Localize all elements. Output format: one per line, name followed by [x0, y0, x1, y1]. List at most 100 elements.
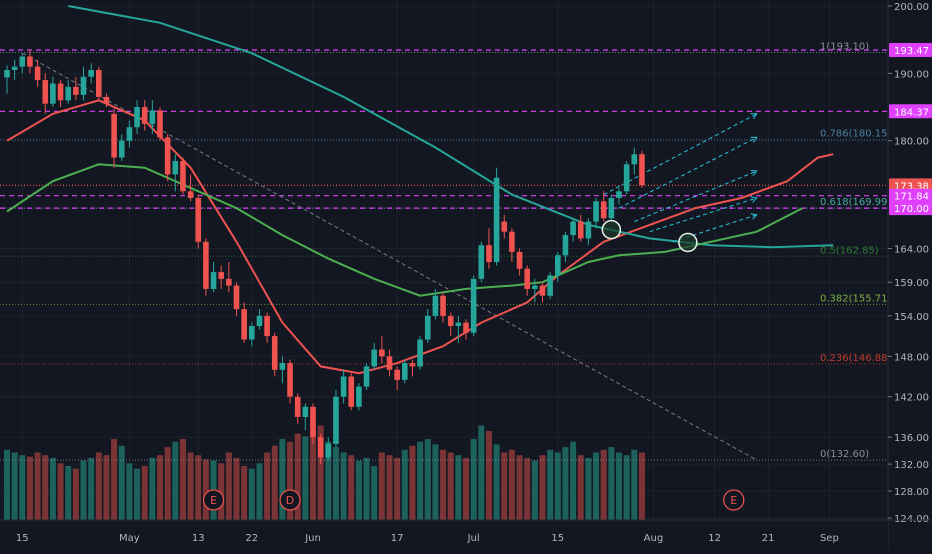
time-tick-label: Jun [304, 533, 321, 544]
time-tick-label: 21 [762, 533, 775, 544]
moving-average-line [68, 5, 834, 249]
volume-bar [447, 452, 454, 520]
candle-body [96, 70, 102, 97]
projection-arrow [649, 197, 757, 233]
volume-bar [424, 439, 431, 520]
candle-body [19, 56, 26, 67]
candle-body [73, 86, 79, 95]
candle-body [172, 160, 179, 175]
volume-bar [34, 452, 41, 520]
time-axis-bg [0, 520, 888, 550]
candle-body [516, 251, 523, 269]
candle-body [180, 160, 186, 192]
volume-bar [218, 463, 225, 520]
candle-body [363, 366, 370, 387]
price-badge [889, 201, 932, 216]
volume-bar [279, 439, 286, 520]
volume-bar [157, 455, 163, 520]
volume-bar [302, 436, 309, 520]
projection-arrow [634, 170, 757, 223]
candle-body [226, 278, 232, 286]
highlight-circle [601, 219, 622, 240]
candle-body [470, 278, 477, 333]
candle-body [195, 198, 202, 242]
volume-bar [623, 455, 630, 520]
candle-body [447, 315, 454, 326]
candle-body [593, 201, 599, 222]
candle-body [287, 363, 293, 397]
price-tick-label: 148.00 [894, 352, 929, 363]
projection-arrow-head [750, 213, 758, 220]
candle-body [424, 315, 431, 340]
candle-body [42, 80, 49, 104]
volume-bar [172, 441, 179, 520]
volume-bar [348, 455, 355, 520]
time-tick-label: Jul [467, 533, 480, 544]
price-tick-label: 164.00 [894, 245, 929, 256]
candle-body [34, 66, 41, 81]
candle-body [562, 235, 569, 256]
volume-bar [547, 449, 554, 520]
volume-bar [417, 441, 424, 520]
volume-bar [42, 455, 49, 520]
candle-body [118, 140, 125, 158]
volume-bar [88, 457, 95, 520]
volume-bar [585, 457, 592, 520]
time-tick-label: 12 [708, 533, 721, 544]
candle-body [50, 83, 56, 104]
candle-body [111, 113, 117, 158]
volume-bar [149, 457, 156, 520]
candle-body [233, 285, 240, 310]
volume-bar [355, 460, 362, 520]
candle-body [333, 396, 339, 444]
volume-bar [455, 455, 462, 520]
candle-body [340, 376, 347, 397]
candle-body [256, 315, 263, 326]
candle-body [501, 221, 508, 232]
projection-arrow-head [750, 169, 758, 177]
candle-body [539, 285, 546, 296]
candle-body [371, 349, 377, 367]
volume-bar [118, 445, 125, 520]
price-badge-label: 173.38 [894, 181, 929, 192]
candle-body [509, 231, 515, 252]
volume-bars [4, 425, 645, 520]
volume-bar [432, 444, 439, 520]
candle-body [241, 309, 247, 340]
candle-body [524, 268, 530, 289]
volume-bar [332, 447, 339, 520]
candle-body [249, 326, 255, 340]
price-axis-bg [888, 0, 932, 550]
event-marker [202, 489, 225, 511]
candle-body [11, 66, 18, 70]
candle-body [294, 396, 301, 417]
candle-body [386, 356, 393, 370]
volume-bar [103, 455, 110, 520]
candle-body [203, 241, 209, 289]
volume-bar [264, 452, 271, 520]
price-tick-label: 132.00 [894, 460, 929, 471]
candle-body [486, 245, 492, 262]
volume-bar [80, 460, 87, 520]
candle-body [570, 221, 576, 236]
volume-bar [26, 456, 33, 520]
candle-body [103, 96, 110, 104]
candle-body [379, 349, 385, 357]
volume-bar [531, 460, 538, 520]
time-tick-label: Sep [820, 533, 839, 544]
fib-level-label: 0.382(155.71) [820, 293, 892, 304]
candle-body [409, 363, 416, 367]
volume-bar [202, 459, 209, 520]
candle-body [356, 386, 362, 407]
volume-bar [608, 447, 615, 520]
time-tick-label: 17 [391, 533, 404, 544]
volume-bar [233, 457, 240, 520]
volume-bar [134, 468, 141, 520]
candle-body [80, 76, 87, 95]
volume-bar [340, 452, 347, 520]
candle-body [440, 295, 446, 316]
volume-bar [577, 455, 584, 520]
time-tick-label: 15 [16, 533, 29, 544]
